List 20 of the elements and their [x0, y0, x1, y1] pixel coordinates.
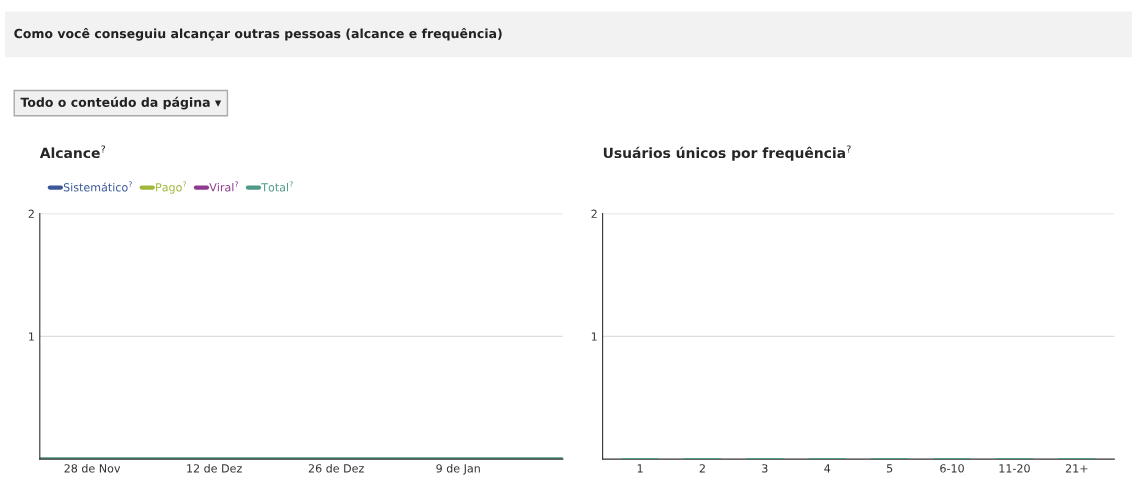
legend-label: Viral$^{?}$: [209, 181, 239, 192]
text: Todo o conteúdo da página ▾: [20, 96, 222, 110]
x-tick-label: 26 de Dez: [308, 463, 364, 473]
x-tick-label: 11-20: [999, 464, 1030, 473]
chart-title: Usuários únicos por frequência$^{?}$: [603, 145, 851, 161]
x-tick-label: 3: [762, 464, 768, 473]
legend-label: Total$^{?}$: [261, 181, 293, 192]
text: Como você conseguiu alcançar outras pessoas (alcance e frequência): [14, 28, 502, 41]
x-tick-label: 28 de Nov: [64, 463, 121, 473]
x-tick-label: 5: [886, 464, 893, 473]
x-tick-label: 1: [637, 464, 643, 473]
x-tick-label: 2: [699, 464, 705, 473]
x-tick-label: 9 de Jan: [436, 463, 480, 475]
x-tick-label: 4: [824, 464, 831, 473]
legend-label: Sistemático$^{?}$: [63, 181, 132, 192]
x-tick-label: 21+: [1065, 464, 1088, 473]
x-tick-label: 12 de Dez: [187, 463, 242, 473]
legend-label: Pago$^{?}$: [156, 181, 187, 194]
chart-title: Alcance$^{?}$: [39, 145, 106, 159]
x-tick-label: 6-10: [940, 464, 964, 473]
